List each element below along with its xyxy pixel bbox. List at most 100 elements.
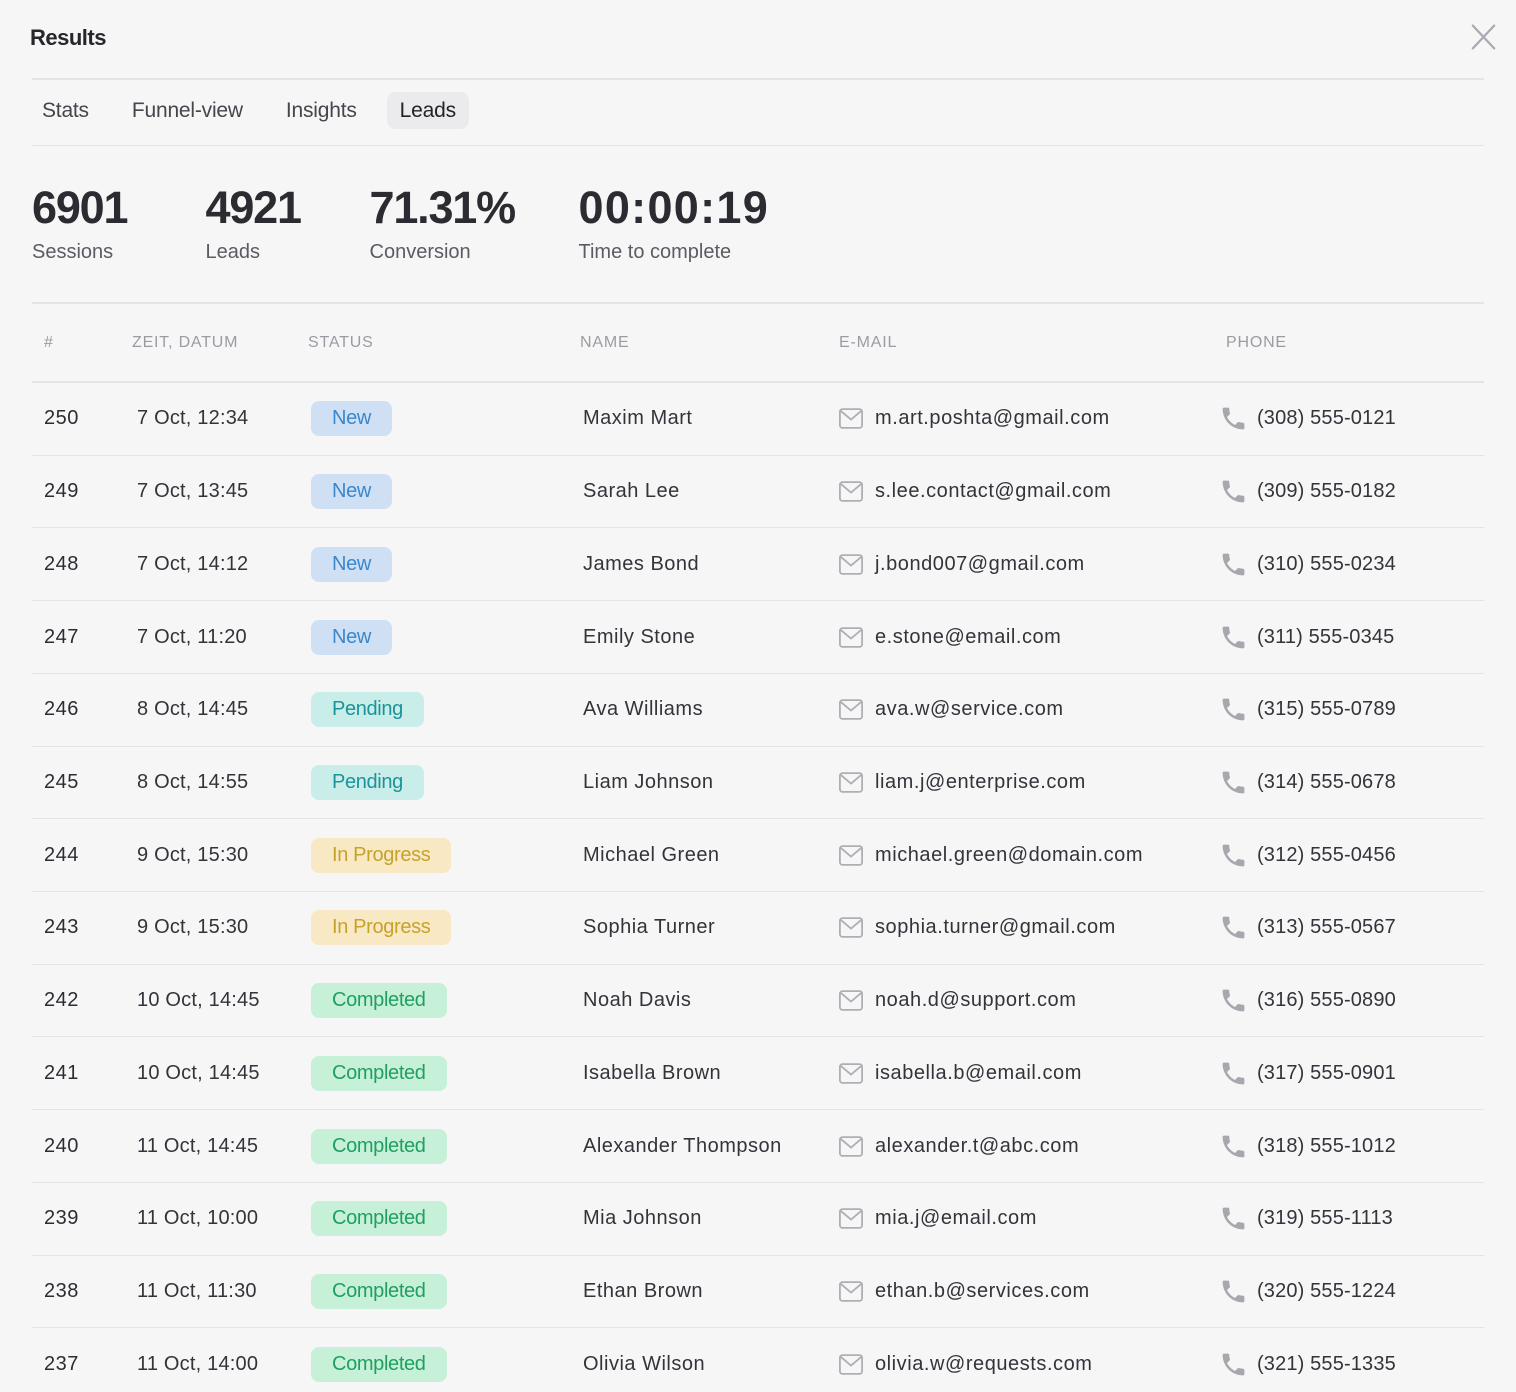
status-badge: Completed: [311, 1128, 447, 1164]
status-badge: New: [311, 546, 392, 582]
status-badge: In Progress: [311, 837, 452, 873]
divider-tabs: [32, 144, 1484, 147]
cell-email: noah.d@support.com: [839, 989, 1226, 1012]
phone-icon-handset: [1222, 407, 1245, 430]
table-row[interactable]: 246 8 Oct, 14:45 Pending Ava Williams av…: [32, 674, 1484, 747]
email-text: e.stone@email.com: [875, 625, 1062, 648]
cell-name: Ava Williams: [583, 698, 704, 721]
phone-text: (316) 555-0890: [1257, 989, 1396, 1012]
email-icon-body: [839, 408, 863, 430]
cell-name: Alexander Thompson: [583, 1134, 782, 1157]
cell-id: 246: [44, 698, 79, 721]
phone-icon-handset: [1222, 626, 1245, 648]
email-text: ethan.b@services.com: [875, 1279, 1090, 1302]
phone-icon: [1222, 844, 1245, 867]
table-row[interactable]: 243 9 Oct, 15:30 In Progress Sophia Turn…: [32, 892, 1484, 965]
tabs-bar: Stats Funnel-view Insights Leads: [29, 80, 1484, 145]
table-row[interactable]: 245 8 Oct, 14:55 Pending Liam Johnson li…: [32, 747, 1484, 820]
email-icon: [839, 626, 863, 648]
table-header: # ZEIT, DATUM STATUS NAME E-MAIL PHONE: [32, 304, 1484, 382]
table-row[interactable]: 239 11 Oct, 10:00 Completed Mia Johnson …: [32, 1183, 1484, 1256]
cell-datetime: 9 Oct, 15:30: [137, 843, 249, 866]
table-row[interactable]: 240 11 Oct, 14:45 Completed Alexander Th…: [32, 1110, 1484, 1183]
phone-icon-handset: [1222, 1207, 1245, 1230]
email-icon-flap: [840, 410, 862, 421]
phone-text: (318) 555-1012: [1257, 1134, 1396, 1157]
cell-datetime: 7 Oct, 11:20: [137, 625, 247, 648]
phone-text: (317) 555-0901: [1257, 1061, 1396, 1084]
tab-leads[interactable]: Leads: [386, 92, 469, 130]
cell-email: ethan.b@services.com: [839, 1280, 1226, 1303]
status-badge: Completed: [311, 1347, 447, 1383]
status-badge: Pending: [311, 764, 424, 800]
tab-insights[interactable]: Insights: [273, 92, 370, 129]
cell-id: 241: [44, 1061, 79, 1084]
cell-status: New: [308, 401, 580, 437]
email-icon-flap: [840, 1137, 862, 1149]
table-row[interactable]: 238 11 Oct, 11:30 Completed Ethan Brown …: [32, 1256, 1484, 1329]
phone-icon-handset: [1222, 989, 1245, 1012]
email-icon-body: [839, 1281, 863, 1302]
stat-value: 4921: [205, 181, 303, 233]
email-icon: [839, 553, 863, 575]
phone-text: (315) 555-0789: [1257, 698, 1396, 721]
cell-status: Pending: [308, 764, 580, 800]
cell-id: 247: [44, 625, 79, 648]
email-icon: [839, 844, 863, 866]
cell-datetime: 10 Oct, 14:45: [137, 1061, 260, 1084]
table-row[interactable]: 241 10 Oct, 14:45 Completed Isabella Bro…: [32, 1037, 1484, 1111]
cell-status: New: [308, 474, 580, 510]
table-row[interactable]: 237 11 Oct, 14:00 Completed Olivia Wilso…: [32, 1328, 1484, 1392]
table-row[interactable]: 244 9 Oct, 15:30 In Progress Michael Gre…: [32, 819, 1484, 893]
cell-datetime: 7 Oct, 13:45: [137, 480, 249, 503]
cell-datetime: 11 Oct, 14:00: [137, 1353, 259, 1376]
phone-icon-handset: [1222, 771, 1245, 794]
cell-status: Completed: [308, 983, 580, 1019]
table-row[interactable]: 248 7 Oct, 14:12 New James Bond j.bond00…: [32, 528, 1484, 602]
cell-datetime: 8 Oct, 14:45: [137, 698, 249, 721]
column-header-id: #: [44, 333, 54, 351]
email-icon-body: [839, 1354, 863, 1375]
email-icon-body: [839, 481, 863, 502]
phone-icon-handset: [1222, 698, 1245, 721]
cell-email: s.lee.contact@gmail.com: [839, 480, 1226, 503]
phone-icon-handset: [1222, 1280, 1245, 1303]
email-text: sophia.turner@gmail.com: [875, 916, 1116, 939]
phone-icon: [1222, 1062, 1245, 1085]
email-icon: [839, 1063, 863, 1084]
email-icon: [839, 408, 863, 430]
tab-stats[interactable]: Stats: [29, 92, 102, 129]
phone-icon-handset: [1222, 844, 1245, 867]
phone-text: (314) 555-0678: [1257, 770, 1396, 793]
email-text: m.art.poshta@gmail.com: [875, 407, 1110, 430]
email-text: ava.w@service.com: [875, 698, 1064, 721]
table-row[interactable]: 247 7 Oct, 11:20 New Emily Stone e.stone…: [32, 601, 1484, 674]
cell-status: Completed: [308, 1128, 580, 1164]
stat-block: 00:00:19 Time to complete: [579, 185, 1485, 302]
table-row[interactable]: 249 7 Oct, 13:45 New Sarah Lee s.lee.con…: [32, 456, 1484, 529]
cell-id: 248: [44, 552, 79, 575]
stat-block: 6901 Sessions: [32, 185, 206, 302]
email-icon-flap: [840, 846, 862, 858]
email-text: liam.j@enterprise.com: [875, 770, 1086, 793]
cell-name: Mia Johnson: [583, 1207, 702, 1230]
email-icon-body: [839, 1135, 863, 1157]
cell-datetime: 7 Oct, 14:12: [137, 552, 249, 575]
email-icon-body: [839, 1208, 863, 1230]
column-header-name: NAME: [580, 333, 630, 351]
cell-phone: (320) 555-1224: [1222, 1277, 1484, 1306]
cell-name: Isabella Brown: [583, 1061, 722, 1084]
cell-id: 239: [44, 1207, 79, 1230]
table-row[interactable]: 250 7 Oct, 12:34 New Maxim Mart m.art.po…: [32, 383, 1484, 456]
tab-funnel-view[interactable]: Funnel-view: [119, 92, 256, 129]
email-icon: [839, 1281, 863, 1302]
status-badge: New: [311, 401, 392, 437]
email-text: alexander.t@abc.com: [875, 1134, 1080, 1157]
table-row[interactable]: 242 10 Oct, 14:45 Completed Noah Davis n…: [32, 965, 1484, 1038]
close-button[interactable]: [1470, 23, 1497, 51]
email-icon: [839, 481, 863, 502]
cell-name: Maxim Mart: [583, 407, 693, 430]
email-icon-flap: [840, 1356, 862, 1367]
status-badge: Completed: [311, 1273, 447, 1309]
cell-datetime: 8 Oct, 14:55: [137, 770, 249, 793]
